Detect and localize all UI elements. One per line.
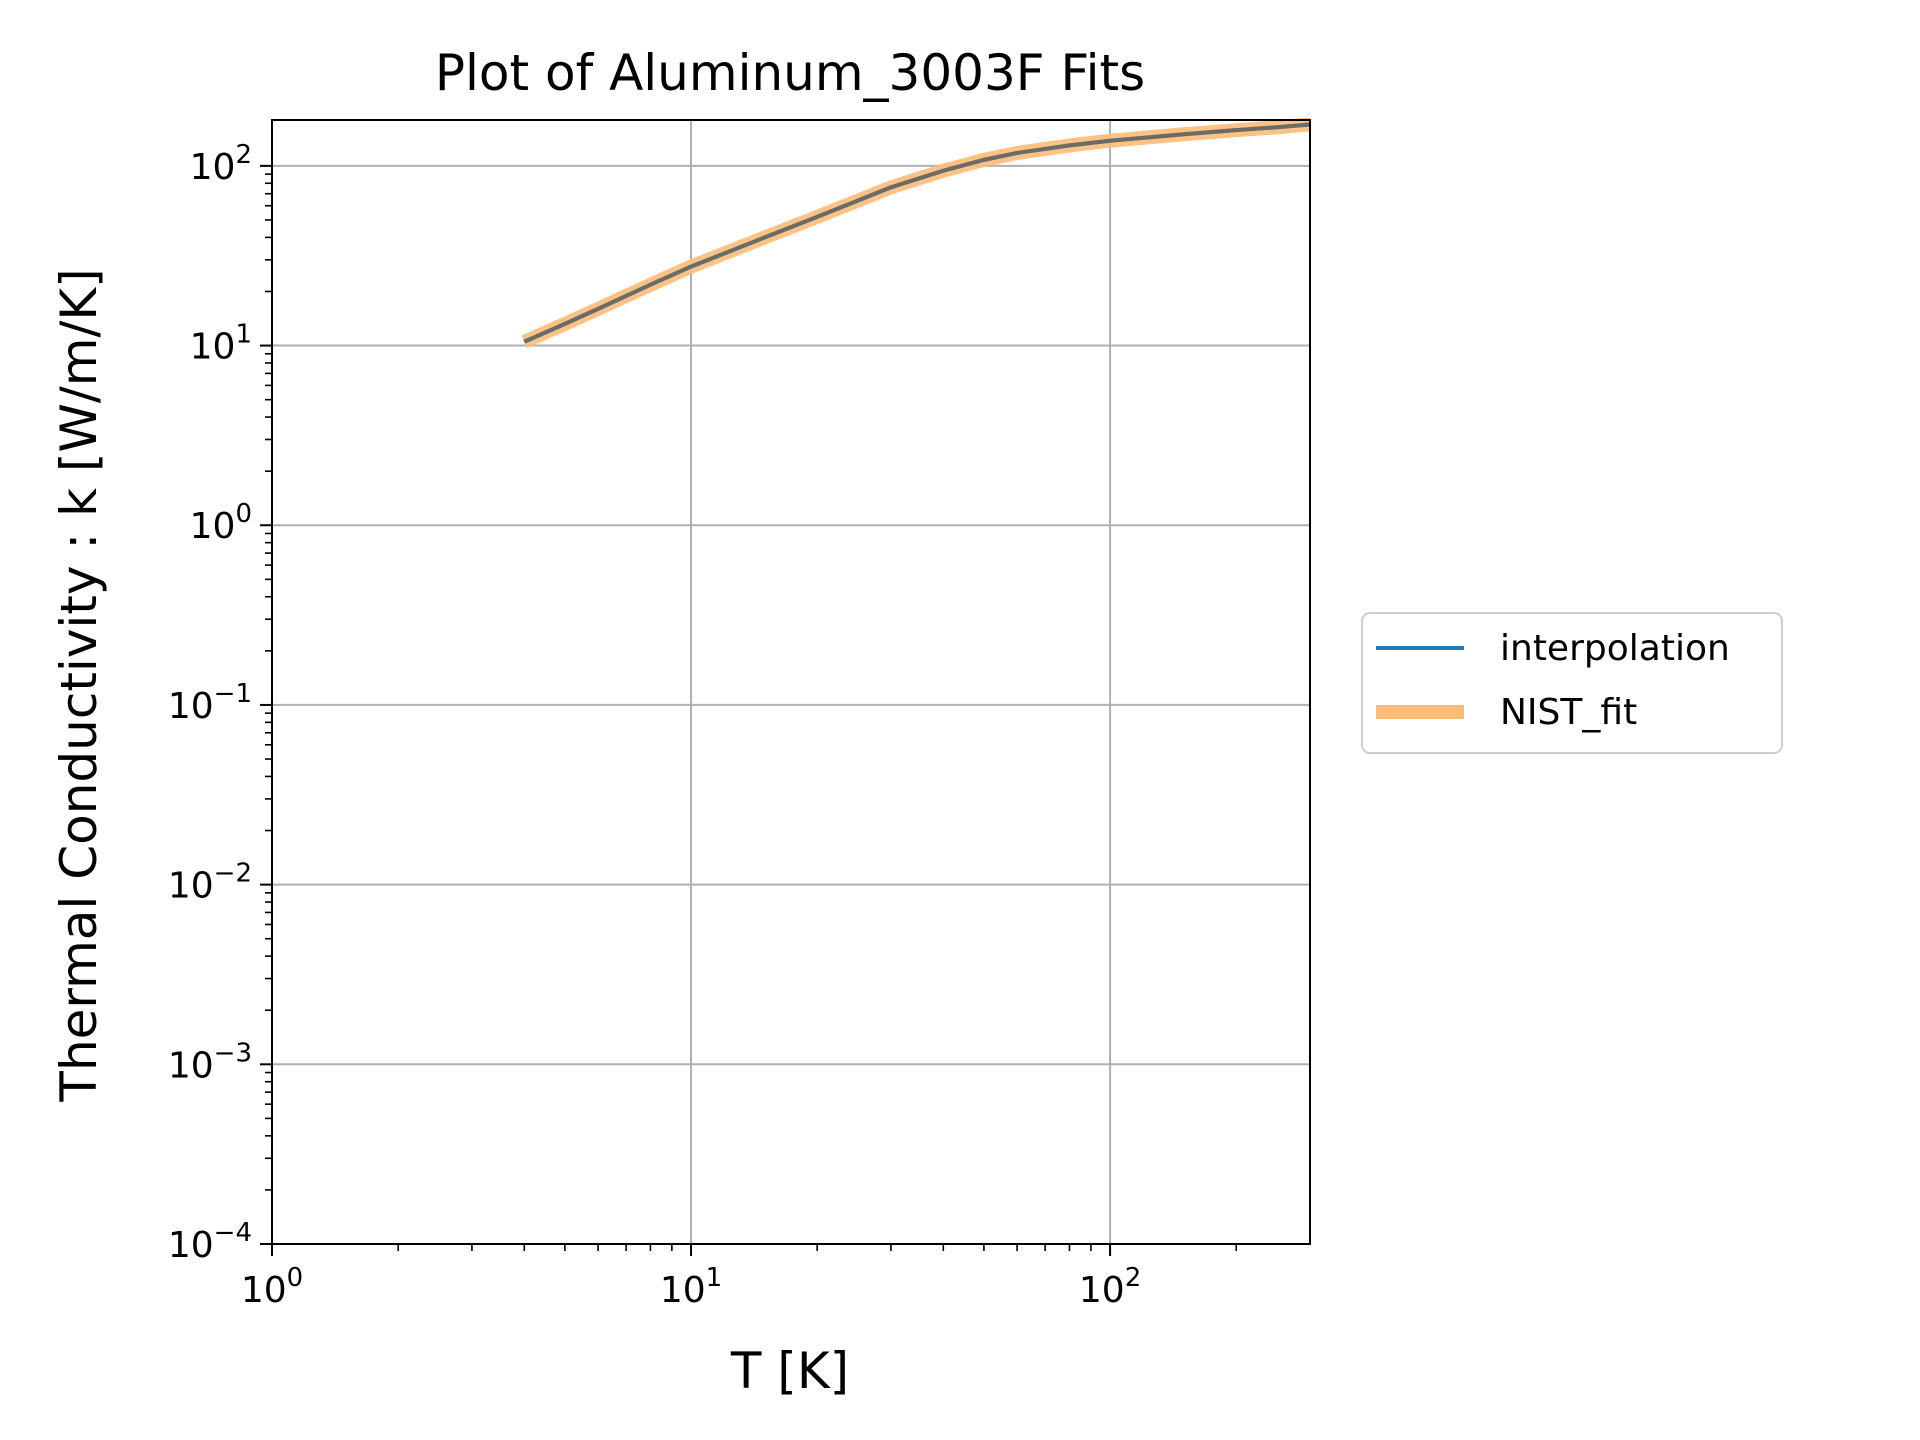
y-tick-label: 102 [190,140,252,188]
y-tick-label: 10−2 [168,859,252,907]
chart-title: Plot of Aluminum_3003F Fits [435,44,1145,102]
y-tick-label: 101 [190,320,252,368]
y-axis-label: Thermal Conductivity : k [W/m/K] [50,268,108,1102]
y-tick-label: 10−4 [168,1218,252,1266]
series-overlap-line [523,122,1311,344]
axes-frame [271,119,1311,1245]
x-tick-label: 100 [241,1263,303,1311]
legend-label-nist-fit: NIST_fit [1500,692,1637,733]
y-tick-label: 10−3 [168,1038,252,1086]
x-tick-label: 102 [1079,1263,1141,1311]
y-tick-label: 10−1 [168,679,252,727]
ticks: 100 101 102 10−4 10−3 10−2 10−1 100 101 102 [168,140,1238,1311]
grid [271,120,1310,1245]
series-line-interpolation [523,122,1311,344]
series-line-nist-fit [521,117,1311,349]
legend-frame [1361,612,1783,754]
legend: interpolation NIST_fit [1361,612,1783,754]
x-axis-label: T [K] [730,1342,849,1400]
series-layer [521,117,1311,349]
y-tick-label: 100 [190,499,252,547]
legend-label-interpolation: interpolation [1500,628,1730,669]
x-tick-label: 101 [660,1263,722,1311]
